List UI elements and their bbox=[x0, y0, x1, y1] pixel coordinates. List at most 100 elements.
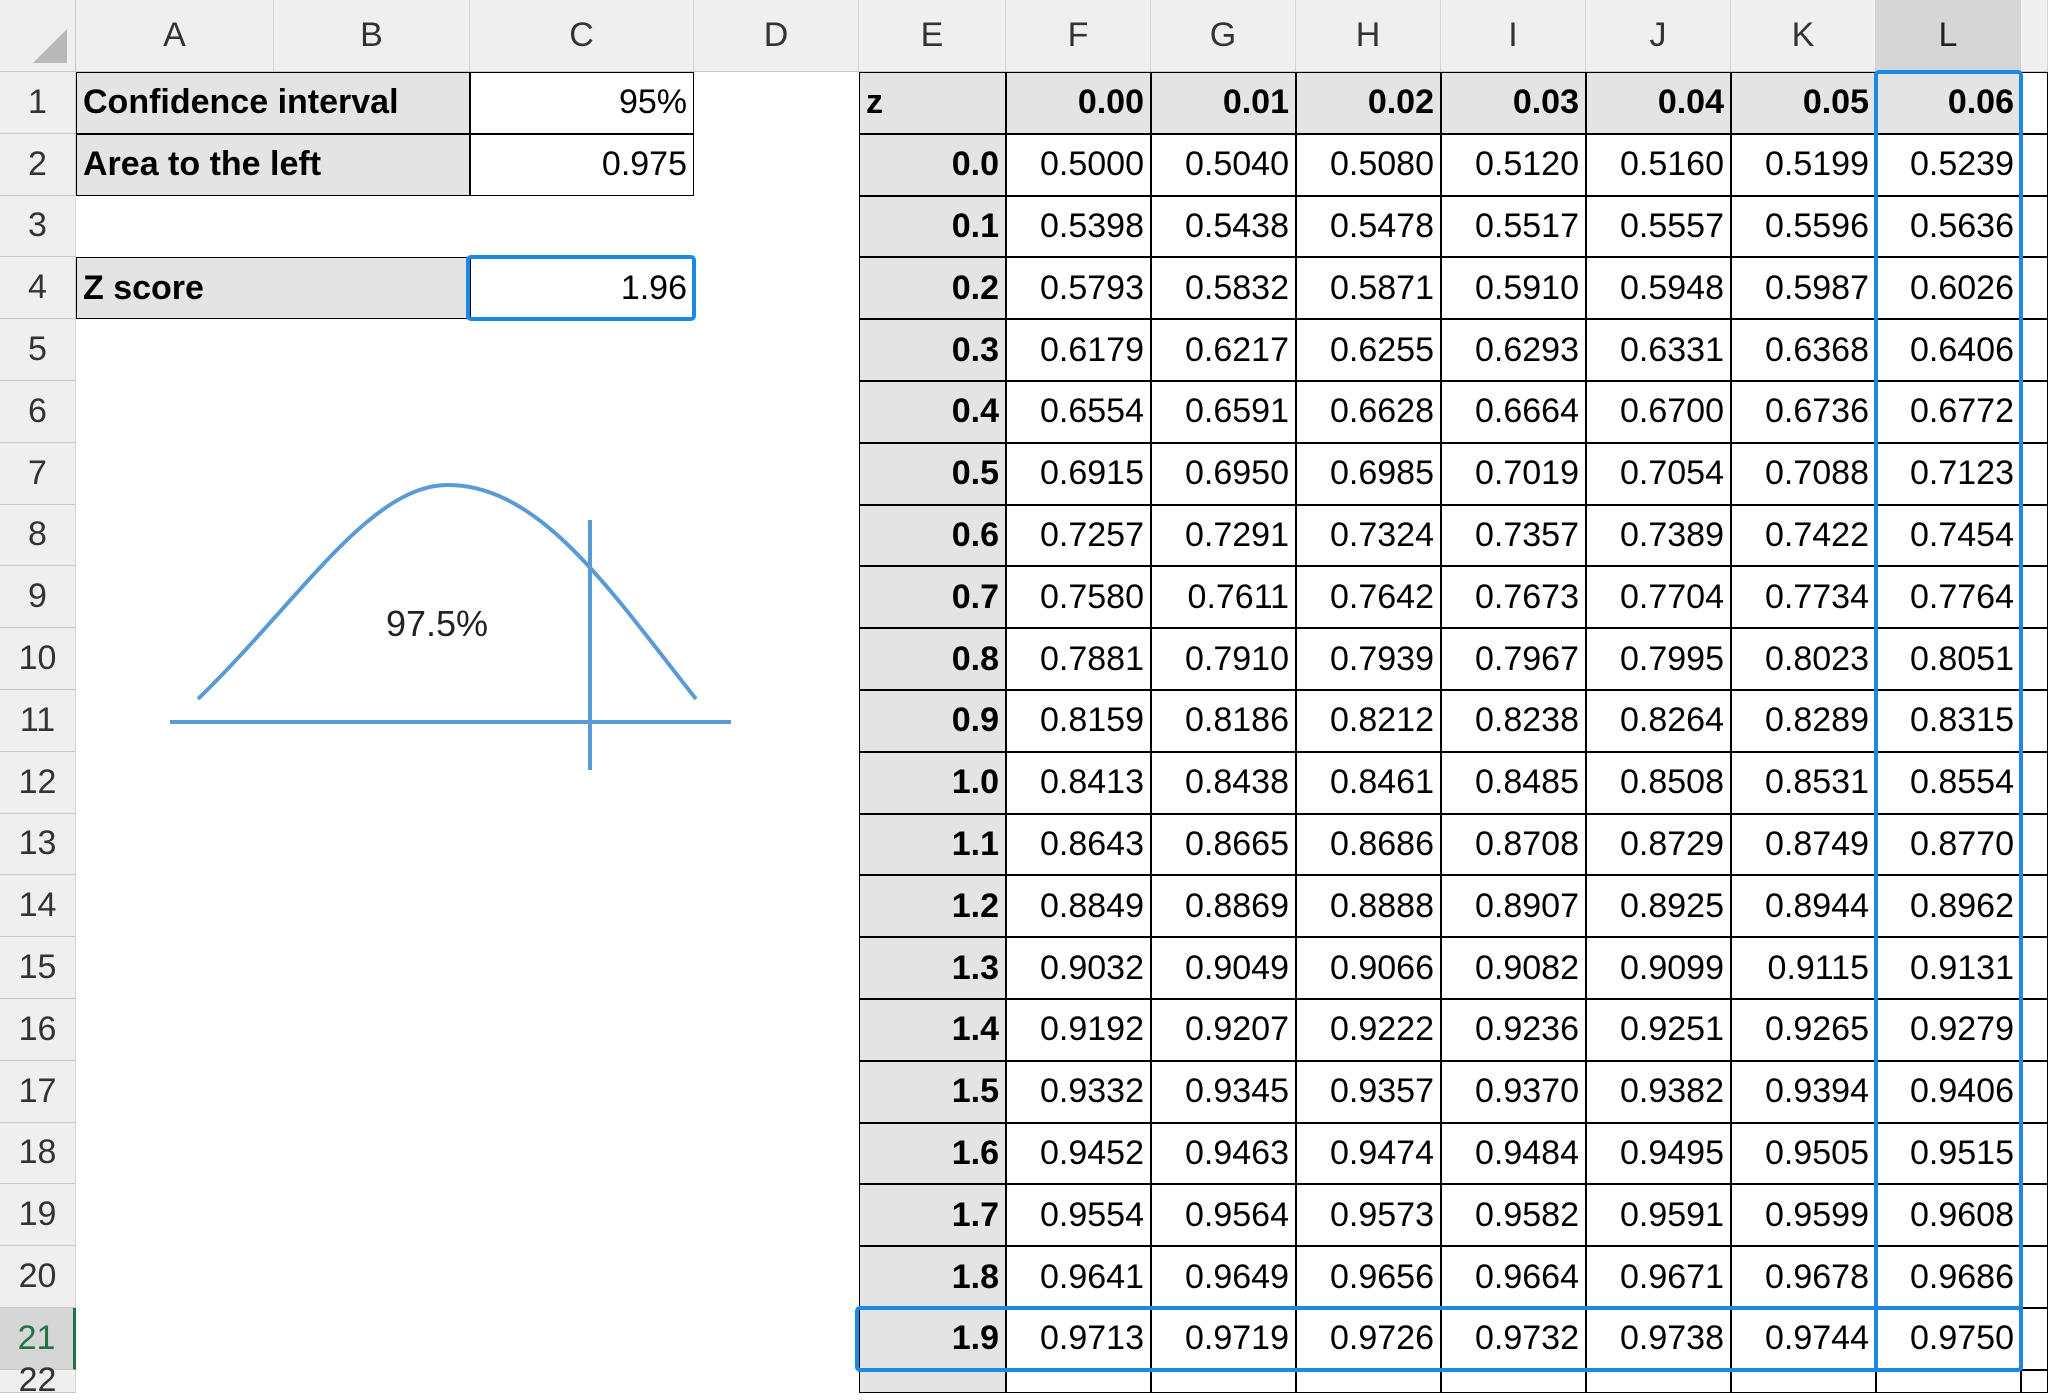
z-table-cell[interactable]: 0.5910 bbox=[1441, 257, 1586, 320]
z-table-cell[interactable]: 0.8907 bbox=[1441, 875, 1586, 938]
z-table-cell[interactable]: 0.7088 bbox=[1731, 442, 1876, 505]
z-row-label[interactable]: 0.5 bbox=[859, 442, 1006, 505]
row-header-2[interactable]: 2 bbox=[0, 133, 76, 196]
z-table-cell[interactable]: 0.8186 bbox=[1151, 690, 1296, 752]
row-header-6[interactable]: 6 bbox=[0, 381, 76, 443]
z-row-label[interactable]: 0.0 bbox=[859, 133, 1006, 196]
z-table-cell[interactable]: 0.8849 bbox=[1006, 875, 1151, 938]
z-table-header[interactable]: 0.00 bbox=[1006, 72, 1151, 134]
z-row-label[interactable]: 0.8 bbox=[859, 628, 1006, 690]
z-table-cell[interactable]: 0.8686 bbox=[1296, 813, 1441, 876]
z-table-cell[interactable]: 0.8749 bbox=[1731, 813, 1876, 876]
z-table-cell[interactable]: 0.9236 bbox=[1441, 999, 1586, 1061]
z-table-cell[interactable]: 0.6554 bbox=[1006, 381, 1151, 443]
z-table-cell[interactable]: 0.5000 bbox=[1006, 133, 1151, 196]
z-table-header[interactable]: 0.05 bbox=[1731, 72, 1876, 134]
z-table-header[interactable]: 0.04 bbox=[1586, 72, 1731, 134]
z-table-cell[interactable]: 0.6950 bbox=[1151, 442, 1296, 505]
z-table-cell[interactable]: 0.8461 bbox=[1296, 751, 1441, 814]
z-table-cell[interactable]: 0.6255 bbox=[1296, 319, 1441, 381]
z-table-cell[interactable]: 0.8159 bbox=[1006, 690, 1151, 752]
z-table-cell[interactable]: 0.5239 bbox=[1876, 133, 2021, 196]
z-table-cell[interactable]: 0.7764 bbox=[1876, 566, 2021, 629]
row-header-21[interactable]: 21 bbox=[0, 1308, 76, 1370]
z-table-cell[interactable]: 0.8023 bbox=[1731, 628, 1876, 690]
z-table-cell[interactable]: 0.7291 bbox=[1151, 504, 1296, 567]
z-table-cell[interactable]: 0.9554 bbox=[1006, 1184, 1151, 1247]
z-table-cell[interactable]: 0.8944 bbox=[1731, 875, 1876, 938]
z-table-cell[interactable]: 0.9678 bbox=[1731, 1246, 1876, 1308]
z-table-cell[interactable]: 0.9474 bbox=[1296, 1122, 1441, 1185]
column-header-J[interactable]: J bbox=[1586, 0, 1731, 72]
z-table-cell[interactable]: 0.9649 bbox=[1151, 1246, 1296, 1308]
z-table-cell[interactable]: 0.6217 bbox=[1151, 319, 1296, 381]
z-table-cell[interactable]: 0.9484 bbox=[1441, 1122, 1586, 1185]
z-table-cell[interactable]: 0.8413 bbox=[1006, 751, 1151, 814]
z-table-cell[interactable]: 0.9332 bbox=[1006, 1060, 1151, 1123]
column-header-H[interactable]: H bbox=[1296, 0, 1441, 72]
z-row-label[interactable]: 0.2 bbox=[859, 257, 1006, 320]
row-header-9[interactable]: 9 bbox=[0, 566, 76, 629]
row-header-18[interactable]: 18 bbox=[0, 1122, 76, 1185]
row-header-5[interactable]: 5 bbox=[0, 319, 76, 381]
z-table-cell[interactable]: 0.6736 bbox=[1731, 381, 1876, 443]
z-table-cell[interactable]: 0.9131 bbox=[1876, 937, 2021, 999]
z-table-cell[interactable]: 0.7704 bbox=[1586, 566, 1731, 629]
z-table-cell[interactable]: 0.5478 bbox=[1296, 195, 1441, 258]
z-table-cell[interactable]: 0.8289 bbox=[1731, 690, 1876, 752]
z-row-label[interactable]: 1.0 bbox=[859, 751, 1006, 814]
select-all-button[interactable] bbox=[0, 0, 76, 72]
z-row-label[interactable]: 0.6 bbox=[859, 504, 1006, 567]
z-table-cell[interactable]: 0.7054 bbox=[1586, 442, 1731, 505]
z-table-cell[interactable]: 0.5398 bbox=[1006, 195, 1151, 258]
z-table-cell[interactable]: 0.9599 bbox=[1731, 1184, 1876, 1247]
z-table-cell[interactable]: 0.9564 bbox=[1151, 1184, 1296, 1247]
z-table-cell[interactable]: 0.8508 bbox=[1586, 751, 1731, 814]
z-row-label[interactable]: 1.4 bbox=[859, 999, 1006, 1061]
z-table-cell[interactable]: 0.9049 bbox=[1151, 937, 1296, 999]
z-table-cell[interactable]: 0.8708 bbox=[1441, 813, 1586, 876]
z-table-cell[interactable]: 0.7967 bbox=[1441, 628, 1586, 690]
z-table-cell[interactable]: 0.9370 bbox=[1441, 1060, 1586, 1123]
z-table-cell[interactable]: 0.5040 bbox=[1151, 133, 1296, 196]
z-table-cell[interactable]: 0.8438 bbox=[1151, 751, 1296, 814]
z-table-cell[interactable]: 0.6026 bbox=[1876, 257, 2021, 320]
z-row-label[interactable]: 1.2 bbox=[859, 875, 1006, 938]
z-table-cell[interactable]: 0.9207 bbox=[1151, 999, 1296, 1061]
z-table-cell[interactable]: 0.7910 bbox=[1151, 628, 1296, 690]
z-table-cell[interactable]: 0.6331 bbox=[1586, 319, 1731, 381]
z-row-label[interactable]: 0.1 bbox=[859, 195, 1006, 258]
z-table-cell[interactable]: 0.9115 bbox=[1731, 937, 1876, 999]
z-table-cell[interactable]: 0.5596 bbox=[1731, 195, 1876, 258]
z-row-label[interactable]: 1.6 bbox=[859, 1122, 1006, 1185]
z-table-cell[interactable]: 0.7642 bbox=[1296, 566, 1441, 629]
z-table-cell[interactable]: 0.5987 bbox=[1731, 257, 1876, 320]
z-table-cell[interactable]: 0.6591 bbox=[1151, 381, 1296, 443]
row-header-8[interactable]: 8 bbox=[0, 504, 76, 567]
z-table-cell[interactable]: 0.9066 bbox=[1296, 937, 1441, 999]
z-table-cell[interactable]: 0.9505 bbox=[1731, 1122, 1876, 1185]
z-table-cell[interactable]: 0.9495 bbox=[1586, 1122, 1731, 1185]
z-table-cell[interactable]: 0.9452 bbox=[1006, 1122, 1151, 1185]
z-table-cell[interactable]: 0.6985 bbox=[1296, 442, 1441, 505]
z-table-cell[interactable]: 0.5832 bbox=[1151, 257, 1296, 320]
z-table-cell[interactable]: 0.6700 bbox=[1586, 381, 1731, 443]
column-header-L[interactable]: L bbox=[1876, 0, 2021, 72]
z-table-cell[interactable]: 0.9192 bbox=[1006, 999, 1151, 1061]
z-table-header[interactable]: 0.02 bbox=[1296, 72, 1441, 134]
z-table-cell[interactable]: 0.5517 bbox=[1441, 195, 1586, 258]
z-table-cell[interactable]: 0.8485 bbox=[1441, 751, 1586, 814]
row-header-14[interactable]: 14 bbox=[0, 875, 76, 938]
column-header-D[interactable]: D bbox=[694, 0, 859, 72]
z-table-cell[interactable]: 0.7611 bbox=[1151, 566, 1296, 629]
z-table-cell[interactable]: 0.9382 bbox=[1586, 1060, 1731, 1123]
confidence-value-cell[interactable]: 95% bbox=[470, 72, 694, 134]
row-header-17[interactable]: 17 bbox=[0, 1060, 76, 1123]
z-table-cell[interactable]: 0.9222 bbox=[1296, 999, 1441, 1061]
column-header-E[interactable]: E bbox=[859, 0, 1006, 72]
row-header-13[interactable]: 13 bbox=[0, 813, 76, 876]
z-table-header[interactable]: 0.03 bbox=[1441, 72, 1586, 134]
z-table-cell[interactable]: 0.5080 bbox=[1296, 133, 1441, 196]
z-table-cell[interactable]: 0.7357 bbox=[1441, 504, 1586, 567]
z-table-cell[interactable]: 0.5948 bbox=[1586, 257, 1731, 320]
